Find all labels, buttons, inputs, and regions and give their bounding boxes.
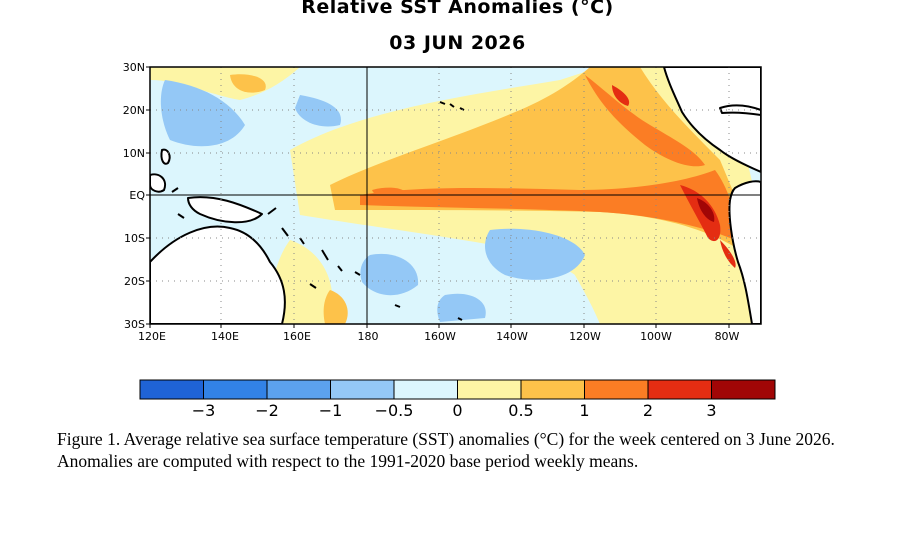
colorbar-tick-label: −0.5	[375, 401, 414, 420]
lat-label-eq: EQ	[129, 189, 145, 202]
lon-label-180: 180	[358, 330, 379, 343]
colorbar-tick-label: −1	[319, 401, 343, 420]
map-date: 03 JUN 2026	[389, 32, 526, 54]
lon-label-140w: 140W	[496, 330, 528, 343]
lon-label-160e: 160E	[283, 330, 311, 343]
colorbar-tick-label: 0.5	[508, 401, 533, 420]
lat-label-30n: 30N	[123, 61, 145, 74]
lon-label-120e: 120E	[138, 330, 166, 343]
colorbar-tick-label: 1	[579, 401, 589, 420]
lon-label-140e: 140E	[211, 330, 239, 343]
map-title: Relative SST Anomalies (°C)	[301, 0, 614, 18]
lat-label-30s: 30S	[124, 318, 145, 331]
anomaly-field	[150, 67, 761, 324]
colorbar-tick-label: −2	[255, 401, 279, 420]
colorbar-tick-label: −3	[192, 401, 216, 420]
lat-label-10n: 10N	[123, 147, 145, 160]
colorbar-swatch	[711, 379, 776, 400]
colorbar-swatch	[330, 379, 395, 400]
colorbar-swatch	[520, 379, 585, 400]
colorbar-tick-label: 3	[706, 401, 716, 420]
lon-label-120w: 120W	[569, 330, 601, 343]
colorbar-tick-label: 0	[452, 401, 462, 420]
colorbar-swatch	[203, 379, 268, 400]
colorbar-swatch	[393, 379, 458, 400]
graticule	[150, 67, 761, 324]
figure-caption: Figure 1. Average relative sea surface t…	[57, 429, 835, 471]
lon-label-100w: 100W	[640, 330, 672, 343]
colorbar-swatch	[457, 379, 522, 400]
colorbar-swatch	[266, 379, 331, 400]
lat-label-20n: 20N	[123, 104, 145, 117]
colorbar-swatch	[647, 379, 712, 400]
lon-label-160w: 160W	[424, 330, 456, 343]
colorbar-swatch	[584, 379, 649, 400]
colorbar	[139, 379, 776, 400]
lon-label-80w: 80W	[715, 330, 740, 343]
lat-label-10s: 10S	[124, 232, 145, 245]
colorbar-tick-label: 2	[643, 401, 653, 420]
lat-label-20s: 20S	[124, 275, 145, 288]
colorbar-swatch	[139, 379, 204, 400]
